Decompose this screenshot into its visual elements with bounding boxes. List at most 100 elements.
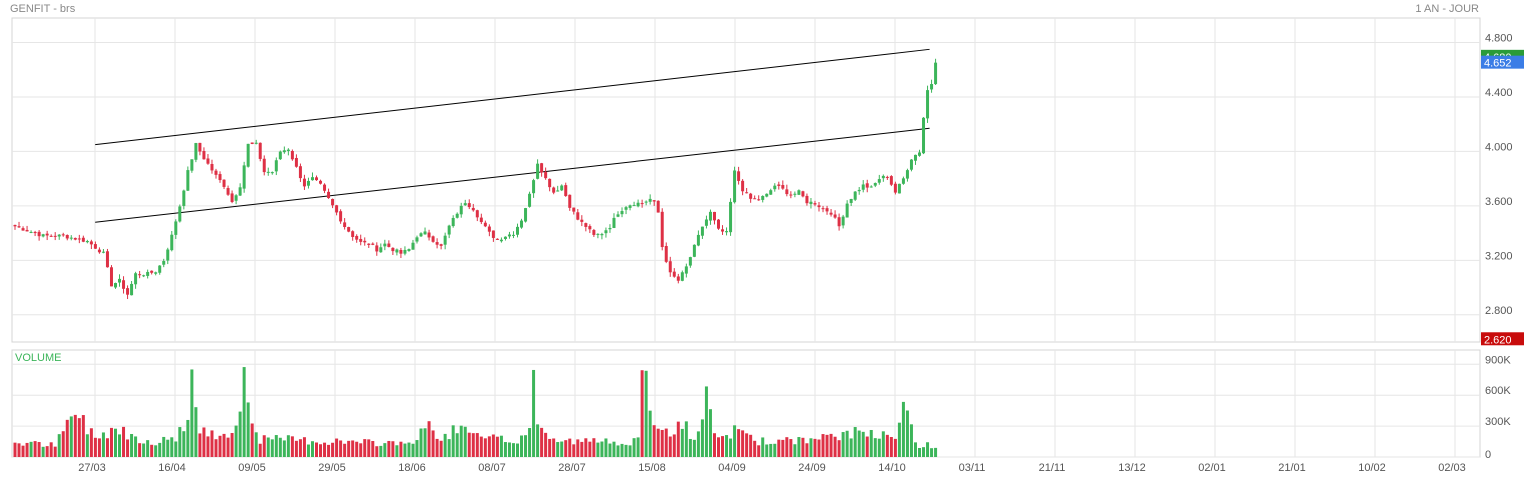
volume-bar — [841, 432, 845, 457]
candle-body — [242, 165, 246, 189]
candle-body — [564, 185, 568, 197]
volume-bar — [134, 436, 138, 457]
candle-body — [499, 239, 503, 242]
volume-bar — [166, 439, 170, 457]
candle-body — [829, 212, 833, 215]
volume-bar — [81, 415, 85, 457]
candle-body — [568, 194, 572, 208]
volume-bar — [49, 442, 53, 457]
volume-bar — [379, 445, 383, 457]
candle-body — [134, 273, 138, 285]
candle-body — [190, 159, 194, 171]
x-tick-label: 15/08 — [638, 462, 666, 474]
candle-body — [781, 185, 785, 189]
candle-body — [560, 185, 564, 191]
price-tick-label: 3.600 — [1485, 196, 1513, 208]
volume-bar — [877, 438, 881, 457]
volume-tick-label: 900K — [1485, 354, 1511, 366]
candle-body — [210, 164, 214, 171]
candle-body — [483, 222, 487, 227]
volume-bar — [648, 410, 652, 457]
x-tick-label: 13/12 — [1118, 462, 1146, 474]
candle-body — [487, 226, 491, 232]
candle-body — [696, 234, 700, 246]
x-tick-label: 21/11 — [1039, 462, 1066, 474]
candle-body — [194, 143, 198, 160]
volume-bar — [825, 434, 829, 457]
x-tick-label: 16/04 — [158, 462, 186, 474]
volume-bar — [89, 428, 93, 457]
candle-body — [708, 211, 712, 221]
candle-body — [101, 251, 105, 253]
candle-body — [411, 242, 415, 250]
x-tick-label: 29/05 — [318, 462, 346, 474]
candle-body — [447, 225, 451, 235]
volume-bar — [789, 439, 793, 457]
candle-body — [644, 201, 648, 203]
volume-bar — [889, 437, 893, 457]
last-price-label: 4.652 — [1484, 58, 1512, 70]
period-label[interactable]: 1 AN - JOUR — [1415, 3, 1479, 15]
x-tick-label: 24/09 — [798, 462, 826, 474]
volume-bar — [471, 433, 475, 457]
candle-body — [327, 191, 331, 199]
candle-body — [656, 200, 660, 213]
candle-body — [391, 247, 395, 252]
volume-bar — [930, 448, 934, 457]
price-tick-label: 3.200 — [1485, 250, 1513, 262]
candle-body — [733, 170, 737, 203]
candle-body — [556, 190, 560, 192]
volume-bar — [371, 441, 375, 457]
volume-bar — [809, 438, 813, 457]
volume-bar — [85, 434, 89, 457]
volume-bar — [725, 435, 729, 457]
volume-bar — [327, 444, 331, 457]
volume-bar — [745, 433, 749, 457]
volume-bar — [749, 434, 753, 457]
candle-body — [250, 142, 254, 145]
candle-body — [873, 182, 877, 186]
volume-tick-label: 300K — [1485, 416, 1511, 428]
volume-bar — [182, 431, 186, 457]
candle-body — [238, 187, 242, 196]
volume-bar — [684, 421, 688, 457]
volume-bar — [588, 441, 592, 457]
volume-bar — [443, 433, 447, 457]
candle-body — [584, 223, 588, 227]
volume-bar — [499, 435, 503, 457]
candle-body — [821, 208, 825, 210]
candle-body — [934, 62, 938, 85]
volume-bar — [343, 443, 347, 457]
volume-bar — [769, 443, 773, 457]
volume-bar — [495, 436, 499, 457]
candle-body — [170, 234, 174, 251]
candle-body — [604, 230, 608, 234]
volume-bar — [797, 437, 801, 457]
candle-body — [845, 203, 849, 218]
volume-bar — [584, 438, 588, 457]
candle-body — [319, 180, 323, 184]
price-tick-label: 4.800 — [1485, 33, 1513, 45]
x-tick-label: 02/03 — [1438, 462, 1466, 474]
volume-bar — [881, 431, 885, 457]
candle-body — [45, 233, 49, 236]
volume-bar — [608, 443, 612, 457]
volume-bar — [813, 438, 817, 457]
candle-body — [536, 163, 540, 179]
volume-bar — [306, 444, 310, 457]
volume-bar — [57, 434, 61, 457]
volume-bar — [487, 436, 491, 457]
candle-body — [628, 205, 632, 208]
candle-body — [53, 235, 57, 237]
candle-body — [182, 190, 186, 206]
candle-body — [335, 205, 339, 213]
volume-bar — [93, 437, 97, 457]
candle-body — [451, 217, 455, 227]
volume-bar — [198, 433, 202, 457]
candle-body — [105, 251, 109, 268]
candle-body — [226, 188, 230, 195]
candle-body — [262, 158, 266, 173]
volume-bar — [520, 435, 524, 457]
candle-body — [258, 142, 262, 159]
volume-bar — [290, 436, 294, 457]
